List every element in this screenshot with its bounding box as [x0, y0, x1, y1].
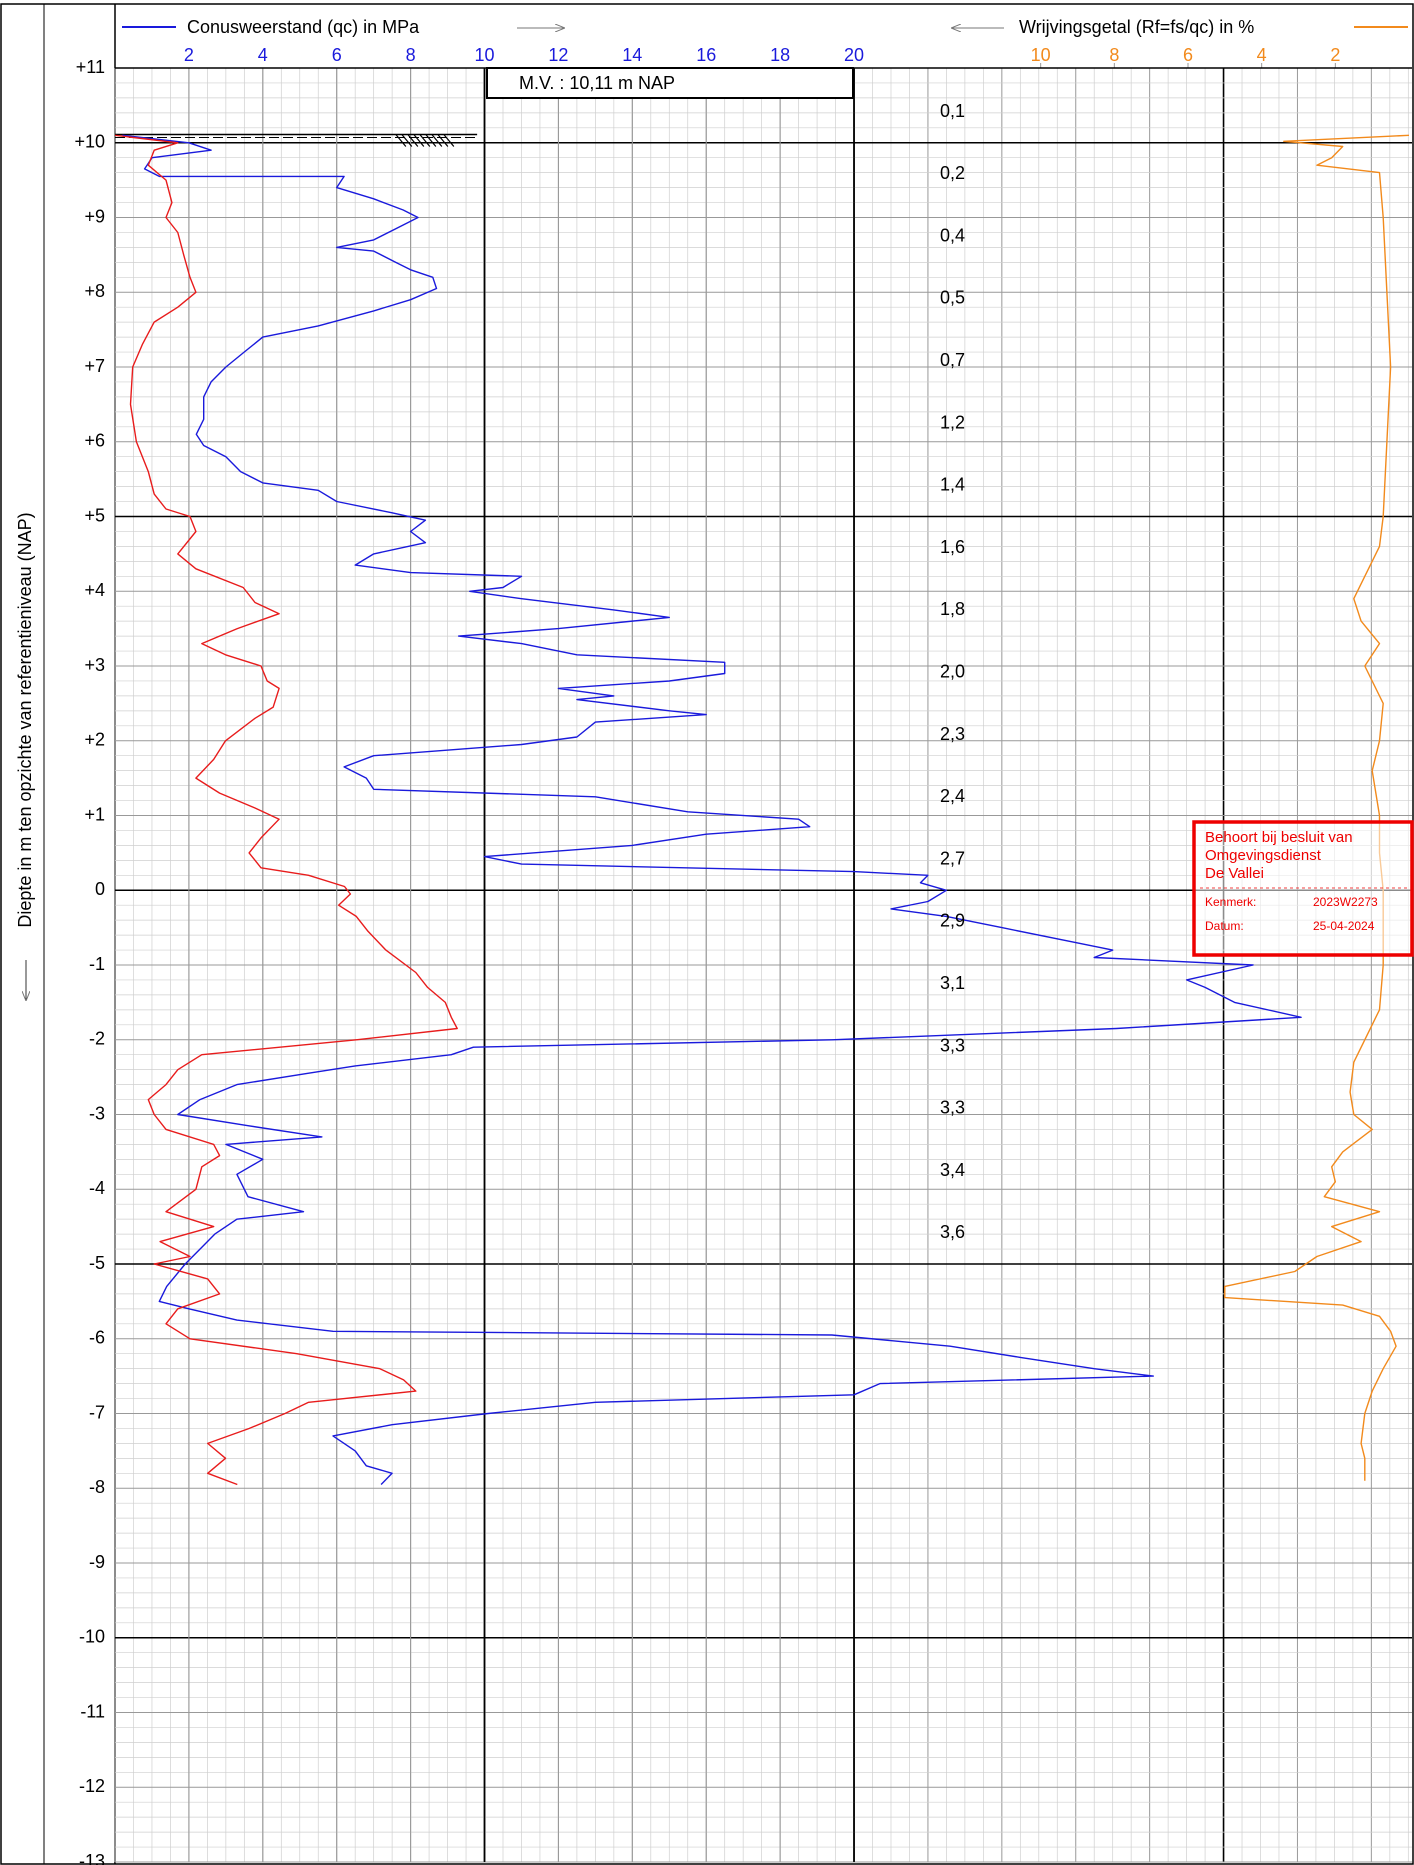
- legend-label: Wrijvingsgetal (Rf=fs/qc) in %: [1019, 17, 1254, 37]
- y-tick-label: +3: [84, 655, 105, 675]
- friction-label: 0,7: [940, 350, 965, 370]
- x-tick-label: 10: [475, 45, 495, 65]
- friction-label: 0,4: [940, 225, 965, 245]
- x2-tick-label: 6: [1183, 45, 1193, 65]
- stamp-text: Omgevingsdienst: [1205, 847, 1322, 864]
- x-tick-label: 14: [622, 45, 642, 65]
- y-axis-label: Diepte in m ten opzichte van referentien…: [15, 512, 35, 927]
- y-tick-label: -7: [89, 1402, 105, 1422]
- series-line: [122, 134, 1302, 1485]
- friction-label: 0,2: [940, 163, 965, 183]
- friction-label: 0,1: [940, 101, 965, 121]
- y-tick-label: +1: [84, 804, 105, 824]
- ground-hatch: [425, 134, 437, 147]
- y-tick-label: +8: [84, 281, 105, 301]
- friction-label: 1,6: [940, 537, 965, 557]
- y-tick-label: -1: [89, 954, 105, 974]
- stamp-text: 2023W2273: [1313, 895, 1378, 909]
- series-line: [115, 134, 458, 1486]
- y-tick-label: -3: [89, 1103, 105, 1123]
- y-tick-label: -13: [79, 1851, 105, 1865]
- stamp-text: De Vallei: [1205, 865, 1264, 882]
- stamp-text: Behoort bij besluit van: [1205, 829, 1353, 846]
- y-tick-label: +2: [84, 730, 105, 750]
- y-tick-label: -11: [80, 1701, 105, 1721]
- series-line: [1224, 134, 1410, 1481]
- ground-hatch: [401, 134, 413, 147]
- x-tick-label: 4: [258, 45, 268, 65]
- plot-area: [115, 133, 1410, 1486]
- y-tick-label: -10: [79, 1627, 105, 1647]
- y-tick-label: -5: [89, 1253, 105, 1273]
- y-tick-label: +10: [74, 132, 105, 152]
- x-tick-label: 20: [844, 45, 864, 65]
- friction-label: 3,3: [940, 1035, 965, 1055]
- stamp-text: Datum:: [1205, 919, 1244, 933]
- x-tick-label: 18: [770, 45, 790, 65]
- friction-label: 3,1: [940, 973, 965, 993]
- y-tick-label: +9: [84, 206, 105, 226]
- legend-label: Conusweerstand (qc) in MPa: [187, 17, 420, 37]
- y-tick-label: -12: [79, 1776, 105, 1796]
- y-tick-label: +4: [84, 580, 105, 600]
- y-tick-label: -4: [89, 1178, 105, 1198]
- friction-label: 2,9: [940, 911, 965, 931]
- labels: +11+10+9+8+7+6+5+4+3+2+10-1-2-3-4-5-6-7-…: [74, 45, 1340, 1865]
- y-tick-label: -8: [89, 1477, 105, 1497]
- stamp-text: Kenmerk:: [1205, 895, 1256, 909]
- friction-label: 2,3: [940, 724, 965, 744]
- friction-label: 3,6: [940, 1222, 965, 1242]
- friction-label: 3,4: [940, 1160, 965, 1180]
- ground-hatch: [419, 134, 431, 147]
- ground-hatch: [395, 134, 407, 147]
- ground-hatch: [431, 134, 443, 147]
- x-tick-label: 16: [696, 45, 716, 65]
- friction-label: 1,8: [940, 599, 965, 619]
- y-tick-label: 0: [95, 879, 105, 899]
- friction-label: 0,5: [940, 288, 965, 308]
- y-tick-label: -6: [89, 1328, 105, 1348]
- stamp-box: [1192, 820, 1414, 957]
- x2-tick-label: 10: [1031, 45, 1051, 65]
- friction-label: 2,4: [940, 786, 965, 806]
- y-tick-label: +7: [84, 356, 105, 376]
- friction-label: 1,4: [940, 475, 965, 495]
- x2-tick-label: 2: [1330, 45, 1340, 65]
- x-tick-label: 2: [184, 45, 194, 65]
- stamp: Behoort bij besluit van Omgevingsdienst …: [1192, 820, 1414, 957]
- friction-label: 2,7: [940, 848, 965, 868]
- ground-hatch: [407, 134, 419, 147]
- friction-label: 1,2: [940, 412, 965, 432]
- stamp-text: 25-04-2024: [1313, 919, 1375, 933]
- grid: [114, 63, 1412, 1863]
- mv-label: M.V. : 10,11 m NAP: [519, 73, 675, 93]
- y-tick-label: -2: [89, 1029, 105, 1049]
- y-tick-label: +11: [76, 57, 105, 77]
- x-tick-label: 6: [332, 45, 342, 65]
- y-tick-label: -9: [89, 1552, 105, 1572]
- ground-hatch: [437, 134, 449, 147]
- friction-label: 2,0: [940, 661, 965, 681]
- x-tick-label: 12: [548, 45, 568, 65]
- ground-hatch: [413, 134, 425, 147]
- mv-box: [486, 67, 854, 99]
- x2-tick-label: 4: [1257, 45, 1267, 65]
- x2-tick-label: 8: [1109, 45, 1119, 65]
- ground-hatch: [443, 134, 455, 147]
- y-tick-label: +6: [84, 431, 105, 451]
- x-tick-label: 8: [406, 45, 416, 65]
- y-tick-label: +5: [84, 505, 105, 525]
- friction-label: 3,3: [940, 1098, 965, 1118]
